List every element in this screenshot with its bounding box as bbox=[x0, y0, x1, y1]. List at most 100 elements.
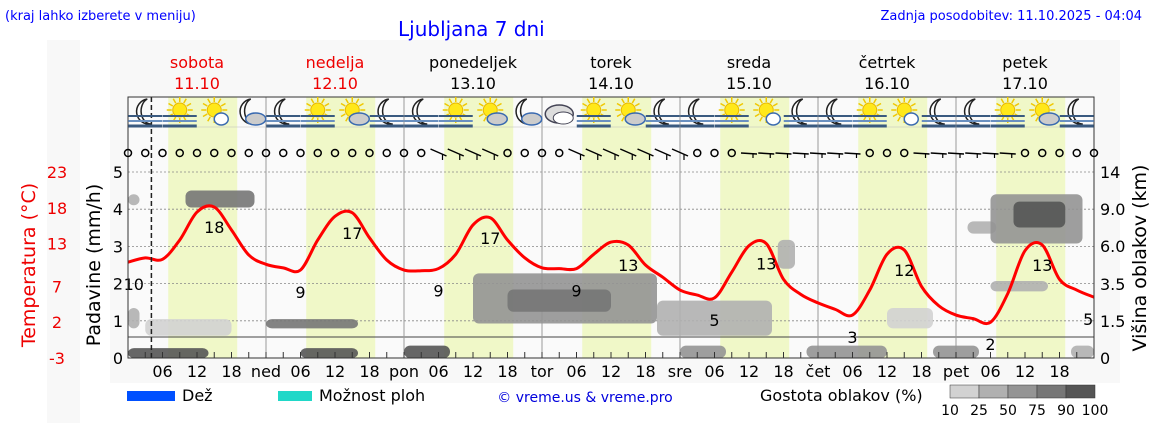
sun-ray bbox=[897, 98, 901, 104]
cloud bbox=[552, 111, 574, 125]
sun-ray bbox=[444, 102, 450, 107]
sun-ray bbox=[621, 116, 625, 122]
sun-ray bbox=[616, 113, 622, 118]
sun-ray bbox=[172, 98, 177, 104]
temperature-line bbox=[127, 204, 1095, 326]
sun-ray bbox=[892, 102, 898, 107]
density-swatch bbox=[978, 384, 1009, 399]
precip-tick: 0 bbox=[113, 349, 123, 368]
temperature-label: 18 bbox=[204, 218, 224, 237]
x-day-label: ned bbox=[251, 362, 281, 381]
sun-ray bbox=[1048, 102, 1054, 107]
temperature-tick: 2 bbox=[52, 313, 62, 332]
precip-axis-label: Padavine (mm/h) bbox=[83, 184, 105, 347]
calm-wind-icon bbox=[365, 148, 374, 158]
sun bbox=[724, 102, 740, 118]
wind-barb-icon bbox=[792, 152, 809, 155]
day-name: sobota bbox=[170, 53, 224, 72]
moon-fog-icon bbox=[680, 98, 715, 128]
density-legend-label: Gostota oblakov (%) bbox=[760, 386, 923, 405]
density-swatch bbox=[1065, 384, 1096, 399]
sun-ray bbox=[910, 102, 916, 107]
x-day-label: pon bbox=[389, 362, 419, 381]
sun-ray bbox=[324, 102, 330, 107]
precip-tick: 2 bbox=[113, 275, 123, 294]
calm-wind-icon bbox=[123, 148, 133, 158]
cloud bbox=[245, 112, 267, 126]
cloud-area bbox=[128, 308, 140, 329]
rain-legend-label: Dež bbox=[182, 386, 213, 405]
sun-ray bbox=[634, 102, 640, 107]
wind-barb-icon bbox=[775, 152, 792, 155]
sun-ray bbox=[759, 98, 763, 104]
sun-ray bbox=[996, 102, 1002, 107]
sun-ray bbox=[459, 98, 463, 104]
temperature-tick: -3 bbox=[49, 349, 65, 368]
wind-barb-icon bbox=[464, 148, 482, 157]
sun-ray bbox=[735, 98, 739, 104]
day-name: nedelja bbox=[306, 53, 365, 72]
cloud-area bbox=[1071, 345, 1094, 358]
sun-ray bbox=[321, 98, 325, 104]
rain-legend-swatch bbox=[127, 391, 175, 401]
wind-barb-icon bbox=[481, 148, 499, 157]
wind-barb-icon bbox=[809, 152, 827, 155]
cloudy-icon bbox=[544, 104, 574, 125]
moon-fog-icon bbox=[404, 98, 439, 128]
cloud-area bbox=[680, 345, 726, 358]
x-hour-label: 18 bbox=[221, 362, 241, 381]
sun-ray bbox=[202, 102, 208, 107]
wind-barb-icon bbox=[982, 152, 999, 155]
sun-ray bbox=[1014, 102, 1020, 107]
location-hint: (kraj lahko izberete v meniju) bbox=[5, 9, 196, 24]
day-name: torek bbox=[590, 53, 632, 72]
temperature-axis-label: Temperatura (°C) bbox=[18, 183, 40, 348]
sun-ray bbox=[220, 102, 226, 107]
cloud bbox=[486, 112, 508, 126]
cloud-area bbox=[806, 345, 887, 358]
moon bbox=[825, 98, 842, 125]
sun bbox=[448, 102, 464, 118]
sun-ray bbox=[1045, 98, 1050, 104]
cloud bbox=[521, 112, 543, 126]
sun-ray bbox=[483, 98, 487, 104]
moon bbox=[687, 98, 704, 125]
sun-ray bbox=[582, 102, 588, 107]
moon bbox=[273, 98, 290, 125]
sun-ray bbox=[759, 116, 763, 122]
wind-barb-icon bbox=[844, 152, 861, 155]
sun-ray bbox=[600, 102, 606, 107]
cloud bbox=[903, 112, 919, 126]
moon-fog-icon bbox=[921, 98, 956, 128]
sun-ray bbox=[448, 98, 453, 104]
calm-wind-icon bbox=[348, 148, 357, 158]
cloud-area bbox=[1013, 201, 1066, 228]
day-name: sreda bbox=[727, 53, 771, 72]
cloud-area bbox=[657, 300, 772, 336]
x-day-label: čet bbox=[806, 362, 831, 381]
sun-fog-icon bbox=[852, 97, 887, 128]
sun-cloud-icon bbox=[201, 97, 229, 126]
credit-link[interactable]: © vreme.us & vreme.pro bbox=[497, 390, 672, 406]
wind-barb-icon bbox=[947, 152, 965, 155]
x-hour-label: 12 bbox=[601, 362, 621, 381]
density-swatch bbox=[1036, 384, 1067, 399]
wind-barb-icon bbox=[637, 148, 654, 157]
moon bbox=[1067, 98, 1083, 125]
wind-barb-icon bbox=[602, 148, 620, 157]
sun-ray bbox=[873, 98, 877, 104]
sun-cloud-icon bbox=[753, 97, 781, 126]
wind-barb-icon bbox=[654, 148, 672, 157]
sun-ray bbox=[1030, 102, 1036, 107]
sun-ray bbox=[493, 98, 498, 104]
moon bbox=[929, 98, 945, 125]
sun-ray bbox=[586, 98, 591, 104]
sun-cloud-icon bbox=[891, 97, 919, 126]
calm-wind-icon bbox=[1089, 148, 1099, 158]
last-updated: Zadnja posodobitev: 11.10.2025 - 04:04 bbox=[880, 9, 1142, 24]
calm-wind-icon bbox=[244, 148, 253, 158]
moon-fog-icon bbox=[645, 98, 680, 128]
calm-wind-icon bbox=[520, 148, 529, 158]
temperature-label: 5 bbox=[709, 311, 719, 330]
